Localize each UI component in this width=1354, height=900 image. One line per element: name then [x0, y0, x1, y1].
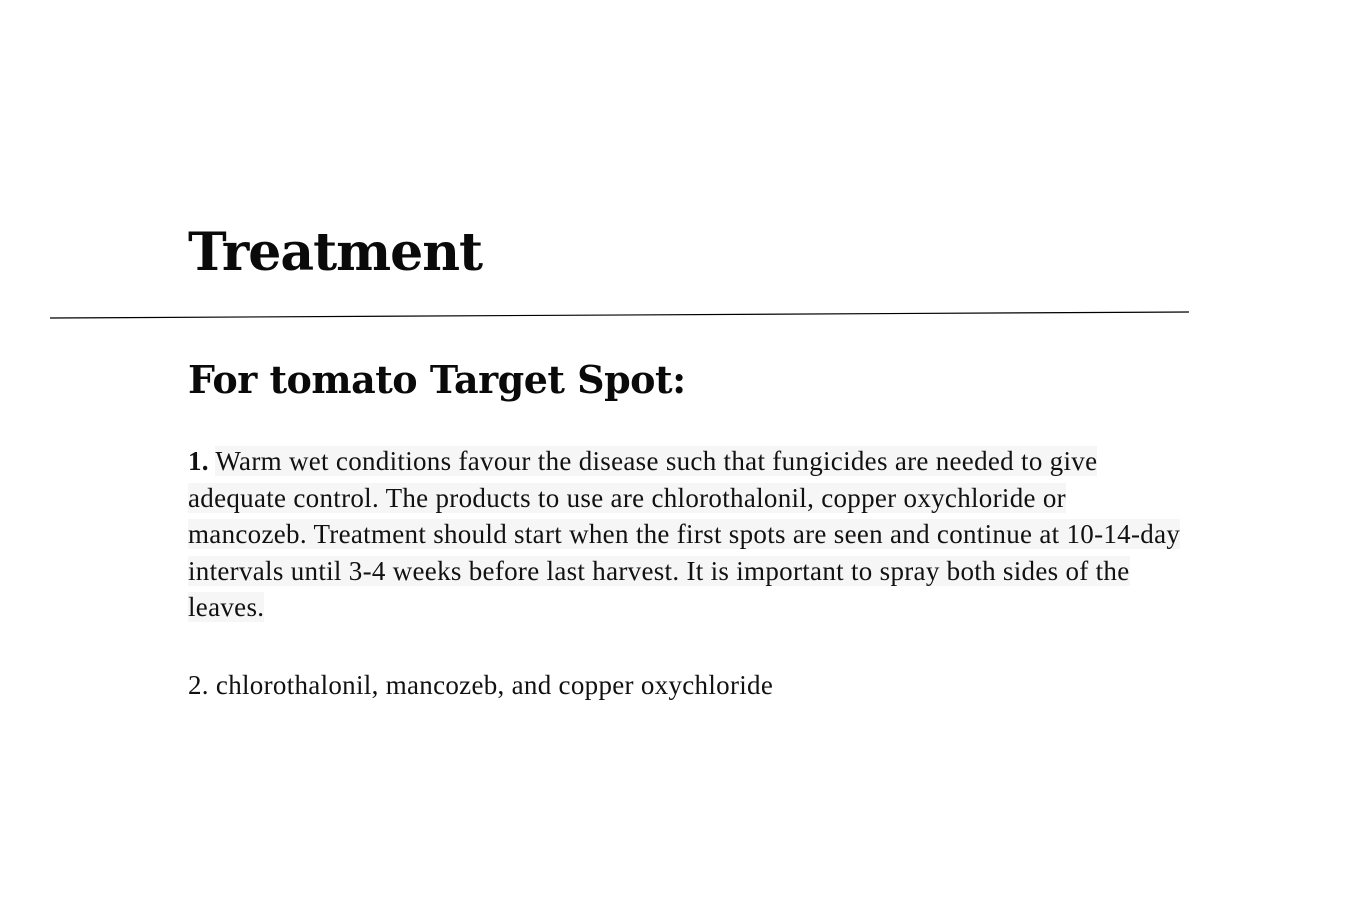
- list-item: 2. chlorothalonil, mancozeb, and copper …: [188, 667, 1188, 704]
- list-item-number: 2.: [188, 670, 209, 700]
- list-item: 1. Warm wet conditions favour the diseas…: [188, 443, 1188, 626]
- list-item-text: chlorothalonil, mancozeb, and copper oxy…: [215, 670, 774, 700]
- section-heading: For tomato Target Spot:: [188, 357, 686, 402]
- page-title: Treatment: [188, 222, 483, 283]
- list-item-number: 1.: [188, 446, 209, 476]
- list-item-text: Warm wet conditions favour the disease s…: [188, 446, 1181, 622]
